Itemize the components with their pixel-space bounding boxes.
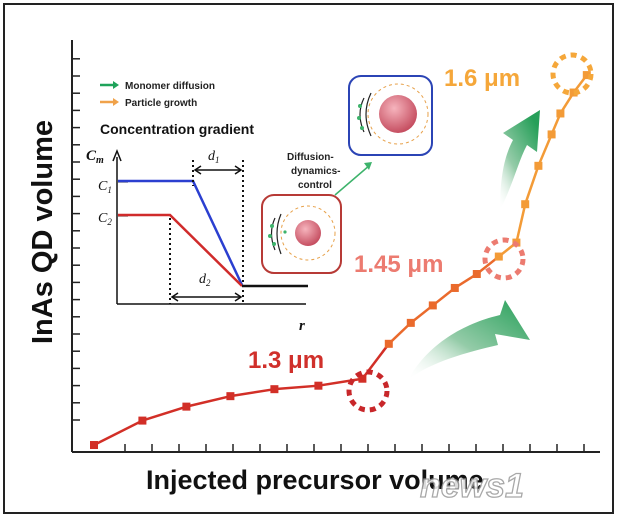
data-point: [358, 374, 367, 383]
diffusion-layer-lines: [270, 213, 282, 255]
callout-line-2: dynamics-: [291, 166, 340, 177]
y-axis-label: InAs QD volume: [27, 120, 59, 344]
inset-d1-arrowheads-icon: [193, 165, 243, 175]
series-segment: [318, 377, 363, 387]
highlight-circle-1p45: [482, 237, 526, 281]
data-point: [494, 252, 503, 261]
data-point: [521, 200, 530, 209]
callout-line-1: Diffusion-: [287, 152, 334, 163]
series-segment: [537, 133, 553, 167]
x-axis-label: Injected precursor volume: [146, 465, 484, 495]
callout-line-3: control: [298, 180, 332, 191]
callout-arrow-icon: [364, 162, 372, 170]
series-segment: [230, 387, 275, 398]
callout-connector: [334, 164, 371, 196]
nanoparticle-icon: [379, 95, 417, 133]
diffusion-sphere-outline: [367, 83, 429, 145]
data-point: [270, 385, 279, 394]
growth-arrow-upper: [500, 110, 540, 210]
monomer-dot-icon: [358, 104, 362, 108]
axes: [71, 40, 600, 453]
inset-d1-label: d1: [208, 149, 220, 165]
data-point: [406, 318, 415, 327]
particle-illustration-red: [261, 194, 342, 274]
data-point: [534, 161, 543, 170]
series-segment: [524, 165, 540, 205]
highlight-circle-1p3: [346, 369, 390, 413]
series-segment: [361, 343, 390, 380]
series-segment: [93, 419, 143, 447]
annotation-1p45: 1.45 μm: [354, 251, 443, 278]
nanoparticle-icon: [295, 220, 321, 246]
data-point: [226, 392, 235, 401]
series-segment: [142, 405, 187, 422]
watermark-text: news1: [420, 467, 524, 505]
data-point: [182, 402, 191, 411]
data-point: [582, 71, 591, 80]
x-ticks: [124, 444, 585, 452]
monomer-dot-icon: [357, 116, 361, 120]
monomer-dot-icon: [272, 242, 276, 246]
series-segment: [186, 394, 231, 408]
legend-arrow-diffusion-icon: [113, 81, 119, 89]
y-ticks: [72, 58, 80, 421]
monomer-dot-icon: [283, 230, 287, 234]
inset-d2-label: d2: [199, 272, 211, 288]
particle-illustration-blue: [348, 75, 433, 156]
monomer-dot-icon: [270, 224, 274, 228]
inset-d2-arrowheads-icon: [170, 292, 243, 302]
annotation-1p6: 1.6 μm: [444, 65, 520, 92]
growth-arrow-lower: [408, 300, 530, 380]
legend-label-growth: Particle growth: [125, 98, 197, 109]
data-point: [90, 441, 98, 450]
diffusion-callout: Diffusion- dynamics- control: [287, 152, 372, 196]
inset-title: Concentration gradient: [100, 121, 254, 137]
legend: Monomer diffusion Particle growth: [100, 81, 215, 109]
legend-arrow-growth-icon: [113, 98, 119, 106]
inset-c2-label: C2: [98, 211, 112, 227]
data-point: [428, 301, 437, 310]
highlight-circle-1p6: [550, 52, 594, 96]
data-point: [547, 130, 556, 139]
monomer-dot-icon: [268, 234, 272, 238]
data-point: [450, 283, 459, 292]
monomer-dot-icon: [360, 126, 364, 130]
watermark: news1: [419, 466, 524, 505]
inset-y-axis-label: Cm: [86, 148, 104, 166]
inset-profile-c2: [118, 213, 243, 287]
series-segment: [515, 203, 527, 243]
inset-concentration-gradient: Concentration gradient Cm r C1 C2 d1 d2: [86, 121, 308, 334]
diffusion-sphere-outline: [280, 205, 336, 261]
series-segment: [274, 384, 319, 391]
annotation-1p3: 1.3 μm: [248, 347, 324, 374]
data-point: [314, 381, 323, 390]
data-point: [472, 270, 481, 279]
inset-x-axis-label: r: [299, 318, 305, 334]
data-point: [384, 339, 393, 348]
figure-frame: [3, 3, 614, 514]
data-point: [138, 416, 147, 425]
inset-c1-label: C1: [98, 179, 112, 195]
legend-label-diffusion: Monomer diffusion: [125, 81, 215, 92]
data-point: [556, 109, 565, 118]
inset-y-arrow-icon: [112, 148, 122, 162]
